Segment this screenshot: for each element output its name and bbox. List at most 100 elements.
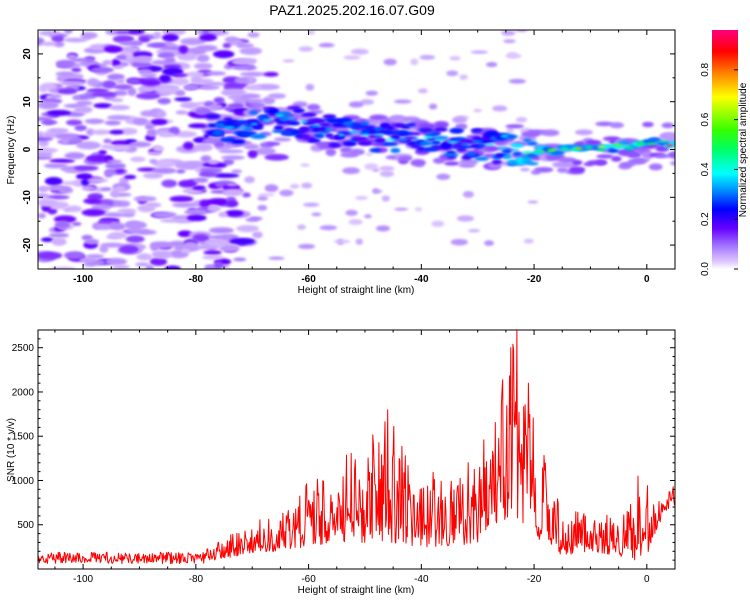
spectrogram-noise-blob (193, 143, 213, 152)
spectrogram-halo-blob (452, 116, 467, 124)
spectrogram-noise-blob (154, 86, 179, 93)
spectrogram-noise-blob (244, 176, 255, 184)
spectrogram-halo-blob (262, 96, 276, 105)
spectrogram-ridge-blob (382, 141, 399, 147)
spectrogram-core-blob (446, 141, 459, 144)
spectrogram-ridge-blob (430, 140, 442, 146)
spectrogram-noise-blob (84, 118, 105, 125)
spectrogram-ridge-blob (523, 138, 532, 143)
snr-panel: -100 -80 -60 -40 -20 0 500 1000 1500 2000 2500 Hei… (6, 329, 676, 596)
snr-frame (37, 329, 676, 570)
spectrogram-noise-blob (153, 109, 167, 119)
spectrogram-noise-blob (73, 165, 99, 171)
spectrogram-noise-blob (145, 124, 154, 130)
spectrogram-x-tick-label: -60 (301, 274, 316, 285)
spectrogram-noise-blob (105, 30, 117, 36)
spectrogram-halo-blob (596, 154, 614, 159)
spectrogram-noise-blob (108, 231, 128, 239)
spectrogram-ridge-blob (231, 139, 246, 145)
spectrogram-noise-blob (297, 224, 307, 230)
spectrogram-noise-blob (208, 227, 234, 234)
spectrogram-noise-blob (183, 102, 201, 108)
spectrogram-noise-blob (55, 59, 76, 67)
spectrogram-core-blob (300, 120, 308, 123)
spectrogram-ridge-blob (328, 142, 341, 148)
spectrogram-noise-blob (141, 79, 161, 87)
spectrogram-halo-blob (418, 123, 439, 130)
spectrogram-noise-blob (268, 256, 285, 260)
snr-x-tick-label: -20 (527, 574, 542, 585)
spectrogram-ridge-blob (256, 115, 271, 120)
spectrogram-noise-blob (60, 181, 84, 186)
spectrogram-x-tick-label: -80 (189, 274, 204, 285)
spectrogram-noise-blob (50, 93, 62, 99)
spectrogram-ridge-blob (314, 133, 325, 139)
spectrogram-noise-blob (41, 82, 58, 90)
spectrogram-noise-blob (450, 238, 469, 246)
spectrogram-noise-blob (234, 77, 250, 84)
spectrogram-noise-blob (178, 45, 189, 54)
spectrogram-noise-blob (48, 232, 70, 239)
spectrogram-noise-blob (177, 52, 198, 61)
spectrogram-halo-blob (434, 121, 449, 129)
spectrogram-noise-blob (186, 214, 207, 222)
spectrogram-noise-blob (226, 182, 238, 187)
spectrogram-ridge-blob (449, 128, 464, 134)
spectrogram-noise-blob (242, 192, 251, 198)
spectrogram-noise-blob (60, 80, 85, 86)
spectrogram-noise-blob (183, 141, 194, 150)
spectrogram-noise-blob (104, 45, 123, 53)
spectrogram-noise-blob (119, 41, 143, 46)
spectrogram-x-tick-label: 0 (644, 274, 650, 285)
snr-x-tick-label: 0 (644, 574, 650, 585)
spectrogram-core-blob (311, 124, 322, 127)
spectrogram-noise-blob (102, 212, 128, 218)
spectrogram-core-blob (348, 131, 360, 134)
spectrogram-noise-blob (224, 210, 244, 217)
spectrogram-noise-blob (456, 215, 475, 222)
spectrogram-halo-blob (267, 93, 286, 99)
spectrogram-noise-blob (228, 95, 242, 100)
spectrogram-noise-blob (379, 170, 395, 178)
spectrogram-y-tick-label: 20 (22, 48, 33, 60)
spectrogram-halo-blob (266, 141, 281, 146)
spectrogram-peak-blob (597, 145, 606, 148)
spectrogram-noise-blob (164, 265, 182, 269)
spectrogram-noise-blob (118, 127, 138, 135)
spectrogram-noise-blob (200, 155, 212, 163)
spectrogram-noise-blob (379, 165, 395, 172)
spectrogram-halo-blob (273, 137, 292, 142)
spectrogram-noise-blob (93, 102, 113, 109)
spectrogram-noise-blob (50, 266, 76, 269)
spectrogram-noise-blob (514, 30, 528, 33)
spectrogram-core-blob (471, 140, 484, 143)
spectrogram-halo-blob (534, 166, 554, 173)
snr-series (38, 330, 675, 565)
spectrogram-noise-blob (155, 49, 180, 55)
spectrogram-noise-blob (212, 50, 235, 59)
spectrogram-ridge-blob (434, 127, 448, 132)
spectrogram-noise-blob (236, 224, 260, 233)
spectrogram-noise-blob (355, 238, 363, 245)
spectrogram-noise-blob (71, 67, 82, 73)
spectrogram-noise-blob (110, 222, 126, 231)
spectrogram-ridge-blob (250, 133, 267, 140)
spectrogram-noise-blob (51, 34, 65, 43)
spectrogram-noise-blob (130, 156, 146, 162)
spectrogram-noise-blob (117, 208, 137, 214)
spectrogram-noise-blob (343, 55, 361, 60)
spectrogram-noise-blob (300, 163, 310, 167)
spectrogram-noise-blob (298, 46, 314, 52)
spectrogram-core-blob (412, 137, 419, 140)
spectrogram-core-blob (522, 151, 533, 154)
spectrogram-core-blob (324, 127, 333, 131)
spectrogram-noise-blob (195, 107, 212, 116)
spectrogram-halo-blob (459, 158, 478, 166)
spectrogram-blobs (38, 30, 675, 269)
spectrogram-noise-blob (86, 128, 95, 136)
spectrogram-ridge-blob (502, 148, 512, 154)
snr-y-tick-label: 2500 (12, 343, 35, 354)
spectrogram-noise-blob (244, 84, 263, 91)
spectrogram-noise-blob (159, 218, 184, 223)
spectrogram-noise-blob (131, 61, 152, 69)
